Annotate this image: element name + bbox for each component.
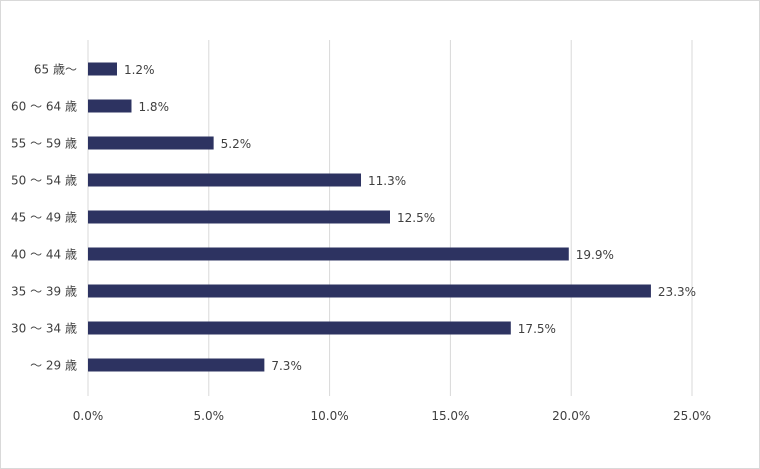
category-label: 45 〜 49 歳 xyxy=(11,211,77,225)
bars xyxy=(88,62,651,372)
category-label: 40 〜 44 歳 xyxy=(11,248,77,262)
data-label: 7.3% xyxy=(271,359,302,373)
category-label: 55 〜 59 歳 xyxy=(11,137,77,151)
bar xyxy=(88,321,511,335)
category-label: 〜 29 歳 xyxy=(30,359,77,373)
data-label: 1.2% xyxy=(124,63,155,77)
data-label: 19.9% xyxy=(576,248,614,262)
data-label: 12.5% xyxy=(397,211,435,225)
bar xyxy=(88,358,265,372)
data-label: 5.2% xyxy=(221,137,252,151)
bar xyxy=(88,62,117,76)
data-label: 17.5% xyxy=(518,322,556,336)
bar xyxy=(88,173,362,187)
bar xyxy=(88,136,214,150)
x-tick-label: 0.0% xyxy=(73,409,104,423)
bar xyxy=(88,99,132,113)
grid-lines xyxy=(87,40,693,396)
x-tick-label: 25.0% xyxy=(673,409,711,423)
x-tick-label: 15.0% xyxy=(431,409,469,423)
category-label: 60 〜 64 歳 xyxy=(11,100,77,114)
data-label: 1.8% xyxy=(138,100,169,114)
data-label: 23.3% xyxy=(658,285,696,299)
x-tick-label: 10.0% xyxy=(311,409,349,423)
category-label: 50 〜 54 歳 xyxy=(11,174,77,188)
x-tick-label: 20.0% xyxy=(552,409,590,423)
category-label: 35 〜 39 歳 xyxy=(11,285,77,299)
labels: 0.0% 5.0% 10.0% 15.0% 20.0% 25.0% 65 歳〜 1.2% 60 … xyxy=(11,63,711,424)
bar xyxy=(88,284,651,298)
category-label: 65 歳〜 xyxy=(34,63,77,77)
data-label: 11.3% xyxy=(368,174,406,188)
bar xyxy=(88,210,390,224)
bar xyxy=(88,247,569,261)
x-tick-label: 5.0% xyxy=(194,409,225,423)
category-label: 30 〜 34 歳 xyxy=(11,322,77,336)
